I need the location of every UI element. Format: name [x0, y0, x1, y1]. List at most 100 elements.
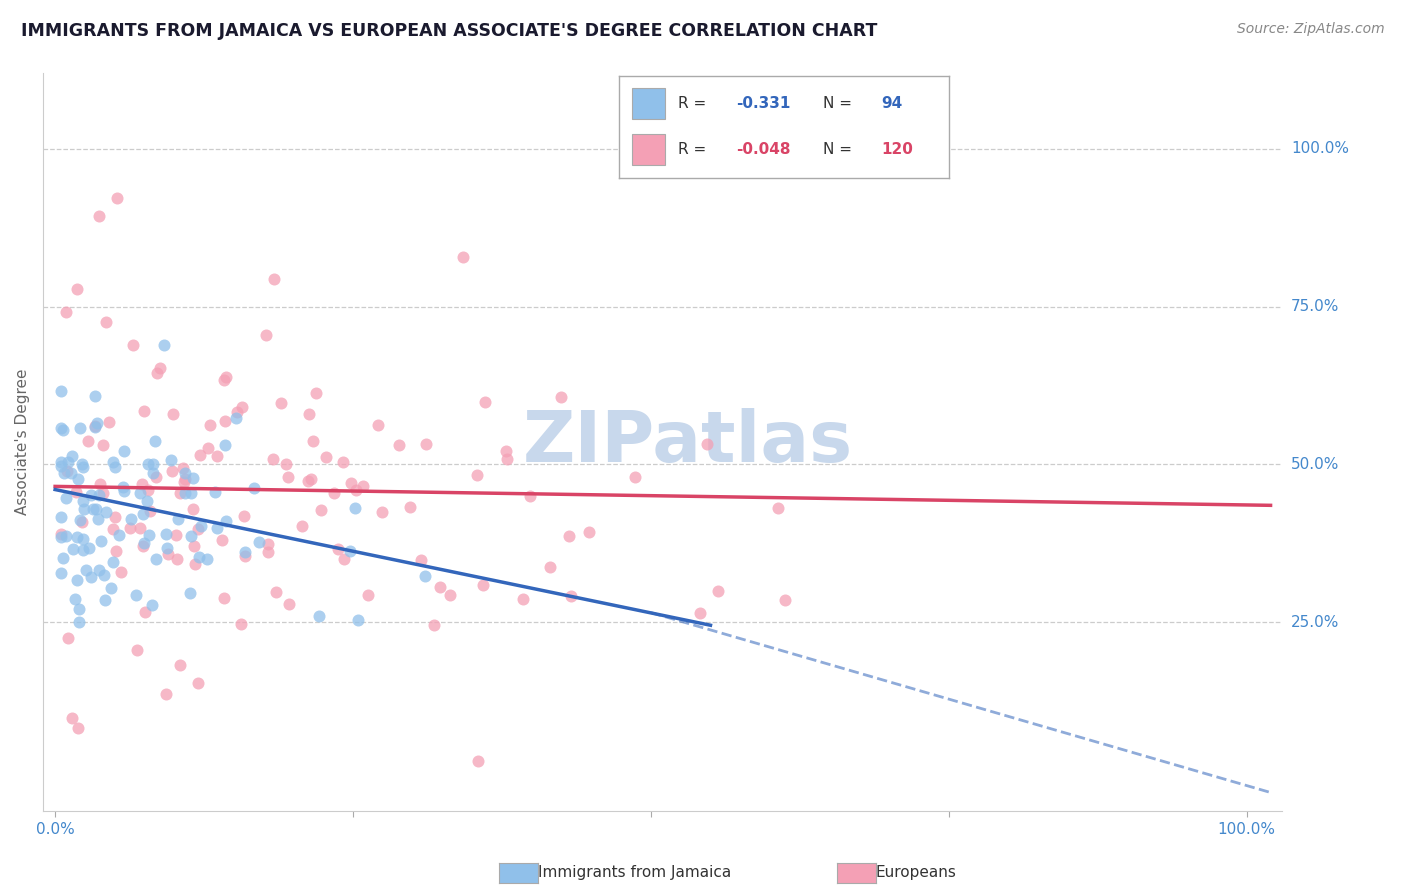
Point [49, 458, 72, 473]
Point [276, 458, 298, 472]
Text: N =: N = [824, 96, 858, 111]
Point [173, 475, 195, 489]
Point [179, 585, 201, 599]
Point [72, 542, 94, 557]
Point [55, 305, 77, 319]
Point [200, 418, 222, 433]
Point [180, 485, 202, 500]
Point [474, 395, 496, 409]
Point [82, 502, 104, 516]
Point [87, 488, 110, 502]
Point [55, 491, 77, 505]
Point [624, 469, 647, 483]
Point [58, 454, 80, 468]
Text: 94: 94 [882, 96, 903, 111]
Point [297, 474, 319, 488]
Point [55, 528, 77, 542]
Point [465, 468, 488, 483]
Point [49, 527, 72, 541]
Point [49, 566, 72, 581]
Point [141, 598, 163, 612]
Point [226, 405, 249, 419]
Point [388, 438, 411, 452]
Point [512, 591, 534, 606]
Point [174, 466, 197, 480]
Point [305, 386, 328, 401]
Point [60, 466, 83, 480]
Point [101, 455, 124, 469]
Point [56, 631, 79, 645]
Point [291, 518, 314, 533]
Point [87, 209, 110, 223]
Text: -0.048: -0.048 [735, 142, 790, 157]
Point [423, 617, 446, 632]
Point [132, 404, 155, 418]
Point [67, 615, 90, 629]
Point [270, 396, 292, 410]
Point [233, 549, 256, 563]
Point [215, 515, 238, 529]
Point [180, 528, 202, 542]
Text: R =: R = [678, 142, 711, 157]
Point [190, 448, 212, 462]
Point [132, 508, 155, 522]
Point [107, 528, 129, 542]
Point [112, 443, 135, 458]
Point [96, 505, 118, 519]
Point [145, 552, 167, 566]
Point [233, 545, 256, 559]
Point [302, 434, 325, 448]
Point [49, 420, 72, 434]
Point [52, 423, 75, 437]
Point [96, 315, 118, 329]
Point [60, 450, 83, 464]
Text: 50.0%: 50.0% [1291, 457, 1339, 472]
Point [75, 563, 97, 577]
Point [187, 522, 209, 536]
Point [277, 470, 299, 484]
Point [104, 544, 127, 558]
Point [162, 407, 184, 421]
Point [215, 369, 238, 384]
Point [197, 442, 219, 456]
Point [66, 573, 89, 587]
Point [55, 464, 77, 478]
Point [343, 500, 366, 515]
Point [122, 338, 145, 352]
Point [339, 544, 361, 558]
Point [72, 532, 94, 546]
Point [344, 483, 367, 498]
Point [167, 512, 190, 526]
Point [467, 754, 489, 768]
Point [322, 485, 344, 500]
Point [135, 494, 157, 508]
Point [214, 414, 236, 428]
Point [558, 529, 581, 543]
Point [65, 282, 87, 296]
Point [188, 549, 211, 564]
Point [142, 466, 165, 480]
Text: 120: 120 [882, 142, 912, 157]
Point [90, 534, 112, 549]
Point [451, 250, 474, 264]
Point [399, 500, 422, 514]
Point [472, 578, 495, 592]
Text: 75.0%: 75.0% [1291, 299, 1339, 314]
Point [53, 467, 76, 481]
Point [766, 501, 789, 516]
Point [72, 494, 94, 508]
Point [538, 560, 561, 574]
Point [84, 420, 107, 434]
Point [138, 528, 160, 542]
Point [181, 471, 204, 485]
Point [229, 617, 252, 632]
Point [439, 588, 461, 602]
Point [166, 552, 188, 566]
Point [352, 479, 374, 493]
Point [315, 450, 337, 465]
Point [257, 545, 280, 559]
Point [49, 530, 72, 544]
Point [174, 472, 197, 486]
Point [214, 438, 236, 452]
Point [69, 513, 91, 527]
